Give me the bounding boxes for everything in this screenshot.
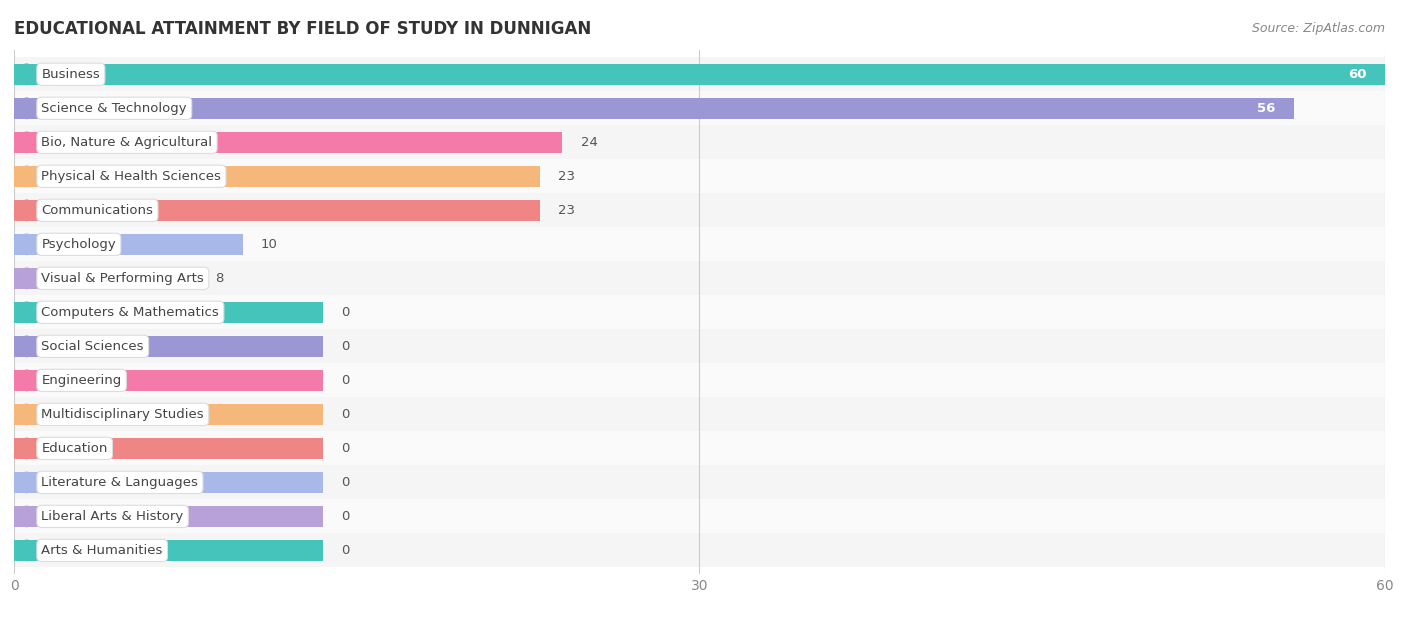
Text: 0: 0 bbox=[340, 374, 349, 387]
Text: Source: ZipAtlas.com: Source: ZipAtlas.com bbox=[1251, 22, 1385, 35]
Text: 8: 8 bbox=[215, 272, 224, 285]
Circle shape bbox=[20, 268, 34, 288]
Circle shape bbox=[20, 370, 34, 391]
Circle shape bbox=[20, 166, 34, 187]
Text: 24: 24 bbox=[581, 136, 598, 149]
Text: Education: Education bbox=[42, 442, 108, 455]
Bar bbox=[14, 91, 1385, 126]
Circle shape bbox=[20, 132, 34, 153]
Text: Communications: Communications bbox=[42, 204, 153, 217]
Text: EDUCATIONAL ATTAINMENT BY FIELD OF STUDY IN DUNNIGAN: EDUCATIONAL ATTAINMENT BY FIELD OF STUDY… bbox=[14, 20, 592, 38]
Text: Engineering: Engineering bbox=[42, 374, 122, 387]
Circle shape bbox=[20, 234, 34, 254]
Circle shape bbox=[20, 200, 34, 220]
Text: Literature & Languages: Literature & Languages bbox=[42, 476, 198, 489]
Bar bbox=[14, 398, 1385, 432]
Bar bbox=[14, 466, 1385, 499]
Text: Computers & Mathematics: Computers & Mathematics bbox=[42, 306, 219, 319]
Bar bbox=[14, 438, 322, 459]
Bar bbox=[14, 200, 540, 221]
Bar bbox=[14, 432, 1385, 466]
Text: 23: 23 bbox=[558, 204, 575, 217]
Text: Bio, Nature & Agricultural: Bio, Nature & Agricultural bbox=[42, 136, 212, 149]
Circle shape bbox=[20, 404, 34, 425]
Bar bbox=[14, 302, 322, 323]
Text: Liberal Arts & History: Liberal Arts & History bbox=[42, 510, 184, 523]
Bar bbox=[14, 261, 1385, 295]
Text: Physical & Health Sciences: Physical & Health Sciences bbox=[42, 170, 221, 183]
Bar bbox=[14, 227, 1385, 261]
Text: Social Sciences: Social Sciences bbox=[42, 340, 143, 353]
Bar bbox=[14, 506, 322, 527]
Circle shape bbox=[20, 336, 34, 357]
Circle shape bbox=[20, 540, 34, 560]
Bar bbox=[14, 329, 1385, 363]
Circle shape bbox=[20, 472, 34, 493]
Text: Multidisciplinary Studies: Multidisciplinary Studies bbox=[42, 408, 204, 421]
Text: 56: 56 bbox=[1257, 102, 1275, 115]
Bar bbox=[14, 533, 1385, 567]
Circle shape bbox=[20, 302, 34, 322]
Bar bbox=[14, 166, 540, 187]
Bar bbox=[14, 234, 243, 255]
Bar bbox=[14, 159, 1385, 193]
Text: 0: 0 bbox=[340, 476, 349, 489]
Bar bbox=[14, 132, 562, 153]
Bar bbox=[14, 193, 1385, 227]
Text: 60: 60 bbox=[1348, 68, 1367, 81]
Text: Arts & Humanities: Arts & Humanities bbox=[42, 544, 163, 557]
Text: 0: 0 bbox=[340, 408, 349, 421]
Bar bbox=[14, 268, 197, 289]
Bar bbox=[14, 57, 1385, 91]
Text: Business: Business bbox=[42, 68, 100, 81]
Circle shape bbox=[20, 98, 34, 119]
Text: Psychology: Psychology bbox=[42, 238, 117, 251]
Text: 0: 0 bbox=[340, 340, 349, 353]
Bar bbox=[14, 370, 322, 391]
Bar bbox=[14, 499, 1385, 533]
Bar bbox=[14, 336, 322, 357]
Text: 0: 0 bbox=[340, 306, 349, 319]
Bar bbox=[14, 363, 1385, 398]
Bar bbox=[14, 126, 1385, 159]
Text: 10: 10 bbox=[262, 238, 278, 251]
Bar bbox=[14, 404, 322, 425]
Bar bbox=[14, 64, 1385, 85]
Circle shape bbox=[20, 438, 34, 459]
Text: 0: 0 bbox=[340, 442, 349, 455]
Circle shape bbox=[20, 64, 34, 85]
Text: Science & Technology: Science & Technology bbox=[42, 102, 187, 115]
Bar bbox=[14, 98, 1294, 119]
Text: 0: 0 bbox=[340, 510, 349, 523]
Bar bbox=[14, 472, 322, 493]
Circle shape bbox=[20, 506, 34, 527]
Bar bbox=[14, 295, 1385, 329]
Text: 23: 23 bbox=[558, 170, 575, 183]
Text: 0: 0 bbox=[340, 544, 349, 557]
Text: Visual & Performing Arts: Visual & Performing Arts bbox=[42, 272, 204, 285]
Bar bbox=[14, 540, 322, 561]
